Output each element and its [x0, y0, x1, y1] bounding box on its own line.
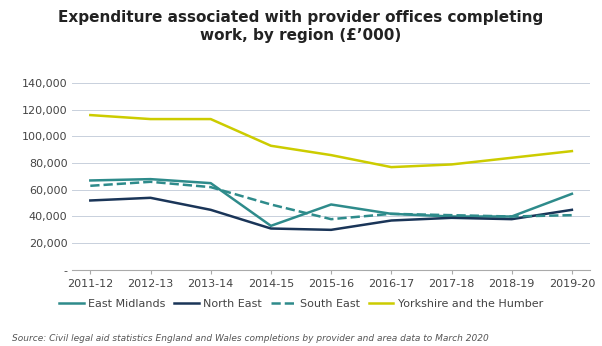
East Midlands	[147, 177, 154, 181]
Yorkshire and the Humber	[87, 113, 94, 117]
Yorkshire and the Humber	[508, 156, 515, 160]
South East	[327, 217, 335, 221]
East Midlands	[267, 224, 275, 228]
East Midlands	[207, 181, 214, 185]
Legend: East Midlands, North East, South East, Yorkshire and the Humber: East Midlands, North East, South East, Y…	[59, 299, 543, 309]
Yorkshire and the Humber	[267, 144, 275, 148]
Line: South East: South East	[90, 182, 572, 219]
Line: East Midlands: East Midlands	[90, 179, 572, 226]
Text: Source: Civil legal aid statistics England and Wales completions by provider and: Source: Civil legal aid statistics Engla…	[12, 334, 489, 343]
Yorkshire and the Humber	[388, 165, 395, 169]
North East	[267, 226, 275, 230]
Line: North East: North East	[90, 198, 572, 230]
South East	[87, 184, 94, 188]
North East	[508, 217, 515, 221]
South East	[388, 212, 395, 216]
North East	[388, 218, 395, 222]
Yorkshire and the Humber	[568, 149, 576, 153]
East Midlands	[327, 202, 335, 207]
East Midlands	[448, 215, 455, 219]
North East	[147, 196, 154, 200]
South East	[508, 215, 515, 219]
South East	[267, 202, 275, 207]
East Midlands	[87, 179, 94, 183]
North East	[568, 208, 576, 212]
East Midlands	[568, 192, 576, 196]
South East	[147, 180, 154, 184]
East Midlands	[388, 212, 395, 216]
South East	[207, 185, 214, 189]
South East	[448, 213, 455, 217]
North East	[207, 208, 214, 212]
North East	[327, 228, 335, 232]
North East	[87, 198, 94, 202]
South East	[568, 213, 576, 217]
Yorkshire and the Humber	[448, 162, 455, 166]
Yorkshire and the Humber	[207, 117, 214, 121]
East Midlands	[508, 215, 515, 219]
Text: Expenditure associated with provider offices completing
work, by region (£’000): Expenditure associated with provider off…	[58, 10, 544, 43]
Yorkshire and the Humber	[147, 117, 154, 121]
North East	[448, 216, 455, 220]
Yorkshire and the Humber	[327, 153, 335, 157]
Line: Yorkshire and the Humber: Yorkshire and the Humber	[90, 115, 572, 167]
